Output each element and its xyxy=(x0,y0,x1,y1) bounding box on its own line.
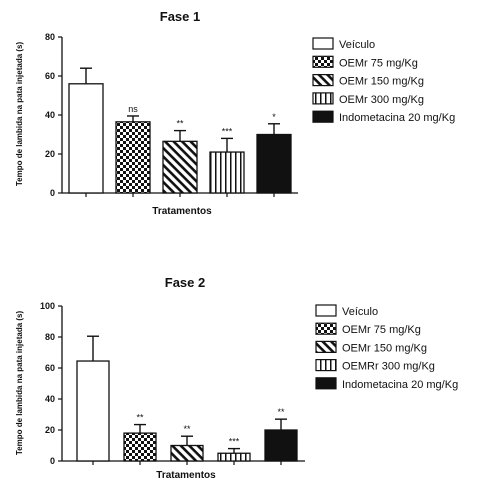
legend-swatch xyxy=(315,340,337,353)
legend-label: OEMr 300 mg/Kg xyxy=(339,94,424,106)
chart-title: Fase 1 xyxy=(160,9,200,24)
y-tick-label: 80 xyxy=(45,32,55,42)
bar xyxy=(170,444,204,462)
significance-label: ** xyxy=(176,119,184,129)
bar xyxy=(162,140,198,194)
y-tick-label: 60 xyxy=(45,363,55,373)
bar xyxy=(256,133,292,194)
panel-fase-2: Fase 2 Tempo de lambida na pata injetada… xyxy=(15,275,458,481)
bar xyxy=(217,452,251,462)
legend-label: OEMr 75 mg/Kg xyxy=(342,324,421,336)
x-axis-label: Tratamentos xyxy=(156,470,216,481)
legend-swatch xyxy=(312,55,334,68)
legend-swatch xyxy=(312,92,334,105)
legend-label: Veículo xyxy=(342,306,378,318)
significance-label: * xyxy=(272,112,276,122)
y-tick-label: 20 xyxy=(45,425,55,435)
y-tick-label: 20 xyxy=(45,149,55,159)
legend-label: Veículo xyxy=(339,39,375,51)
y-axis-label: Tempo de lambida na pata injetada (s) xyxy=(15,42,24,187)
legend-label: Indometacina 20 mg/Kg xyxy=(342,379,458,391)
legend-swatch xyxy=(312,37,334,50)
legend-label: OEMr 150 mg/Kg xyxy=(339,76,424,88)
significance-label: ** xyxy=(277,407,285,417)
y-tick-label: 100 xyxy=(40,301,55,311)
legend-label: OEMRr 300 mg/Kg xyxy=(342,361,435,373)
legend-swatch xyxy=(312,73,334,87)
panel-fase-1: Fase 1 Tempo de lambida na pata injetada… xyxy=(15,9,455,217)
bar xyxy=(209,151,245,194)
chart-title: Fase 2 xyxy=(165,275,205,290)
bar xyxy=(264,429,298,462)
legend-label: OEMr 150 mg/Kg xyxy=(342,342,427,354)
bar xyxy=(68,83,104,194)
y-tick-label: 40 xyxy=(45,394,55,404)
legend-swatch xyxy=(315,377,337,390)
legend-label: OEMr 75 mg/Kg xyxy=(339,57,418,69)
significance-label: ns xyxy=(128,104,138,114)
legend-swatch xyxy=(312,110,334,123)
legend: Veículo OEMr 75 mg/Kg OEMr 150 mg/Kg OEMr 3… xyxy=(312,37,455,124)
y-tick-label: 0 xyxy=(50,188,55,198)
significance-label: ** xyxy=(136,413,144,423)
x-axis-label: Tratamentos xyxy=(152,206,212,217)
y-axis-label: Tempo de lambida na pata injetada (s) xyxy=(15,311,24,456)
y-tick-label: 80 xyxy=(45,332,55,342)
legend: Veículo OEMr 75 mg/Kg OEMr 150 mg/Kg OEMRr … xyxy=(315,304,458,391)
legend-swatch xyxy=(315,322,337,335)
legend-swatch xyxy=(315,304,337,317)
significance-label: *** xyxy=(229,437,240,447)
bar xyxy=(123,432,157,462)
bar xyxy=(115,121,151,194)
bar xyxy=(76,360,110,462)
significance-label: ** xyxy=(183,424,191,434)
legend-swatch xyxy=(315,359,337,372)
y-tick-label: 60 xyxy=(45,71,55,81)
significance-label: *** xyxy=(222,126,233,136)
y-tick-label: 40 xyxy=(45,110,55,120)
legend-label: Indometacina 20 mg/Kg xyxy=(339,112,455,124)
y-tick-label: 0 xyxy=(50,456,55,466)
